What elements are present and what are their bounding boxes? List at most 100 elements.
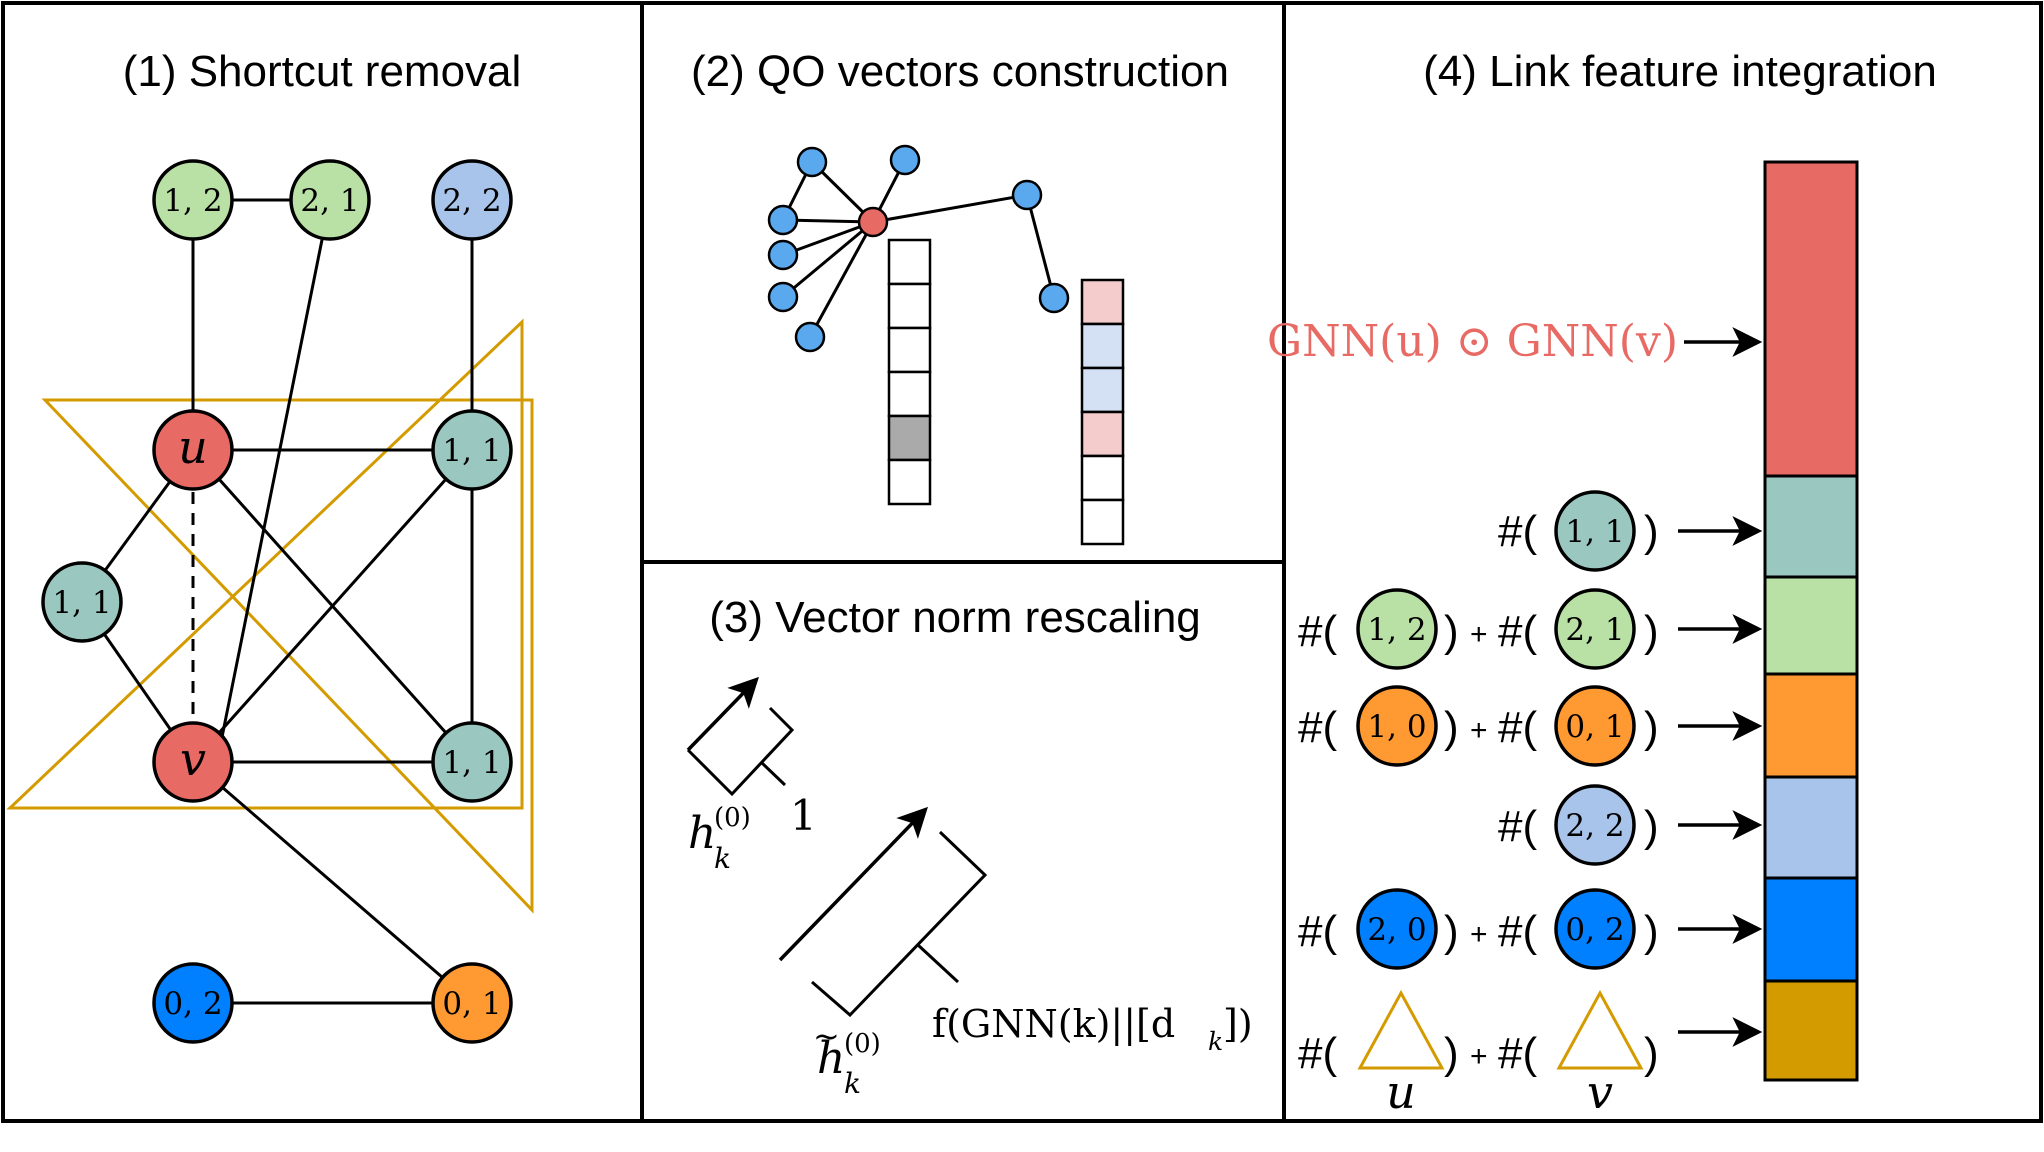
h-tilde-symbol: h: [817, 1033, 845, 1084]
panel-norm-rescaling: (3) Vector norm rescaling h k (0) 1 h ~ …: [686, 593, 1253, 1100]
tilde-mark: ~: [813, 1017, 840, 1055]
qo-vector-right: [1080, 278, 1125, 546]
bar-triangle: [1763, 979, 1859, 1082]
h-subscript: k: [714, 842, 731, 875]
node-2-2: 2, 2: [431, 159, 513, 241]
triangle-u-label: u: [1386, 1065, 1416, 1119]
node-1-2-label: 1, 2: [163, 183, 222, 219]
node-2-2-label: 2, 2: [442, 183, 501, 219]
qo-vector-left: [887, 238, 932, 506]
hash-close: ): [1444, 703, 1459, 752]
vector-arrow-small: [686, 676, 759, 752]
bar-1-1: [1763, 474, 1859, 579]
qo-blue-cell: [1080, 366, 1125, 414]
hash-close: ): [1644, 1029, 1659, 1078]
node-1-2-circle: [152, 159, 234, 241]
plus-sign: +: [1470, 918, 1488, 951]
small-node: [767, 204, 799, 236]
row-0-1-circle: [1554, 685, 1636, 767]
row-1-2-2-1: #( 1, 2 ) + #( 2, 1 ): [1298, 588, 1763, 670]
small-node: [767, 239, 799, 271]
panel2-title: (2) QO vectors construction: [691, 47, 1229, 96]
node-v-circle: [152, 721, 234, 803]
node-0-1: 0, 1: [431, 962, 513, 1044]
hash-open: #(: [1298, 607, 1337, 656]
small-node-center: [857, 206, 889, 238]
small-node: [889, 144, 921, 176]
qo-gray-cell: [887, 414, 932, 462]
vector-arrow-large: [778, 806, 928, 962]
node-1-1-left: 1, 1: [41, 561, 123, 643]
node-2-1-label: 2, 1: [300, 183, 359, 219]
triangle-v: [6, 318, 524, 810]
node-1-1-top-label: 1, 1: [442, 433, 501, 469]
node-1-1-top: 1, 1: [431, 409, 513, 491]
node-1-1-bottom-label: 1, 1: [442, 745, 501, 781]
node-2-1: 2, 1: [289, 159, 371, 241]
row-2-2-circle: [1554, 784, 1636, 866]
small-node: [794, 321, 826, 353]
panel-link-feature: (4) Link feature integration GNN(u) ⊙ GN…: [1267, 47, 1937, 1119]
node-u-circle: [152, 409, 234, 491]
h-superscript: (0): [714, 803, 751, 833]
h-tilde-label: h ~ k (0): [813, 1017, 881, 1100]
hash-open: #(: [1298, 907, 1337, 956]
hash-close: ): [1644, 703, 1659, 752]
node-0-2: 0, 2: [152, 962, 234, 1044]
node-u: u: [152, 409, 234, 491]
hash-open: #(: [1498, 703, 1537, 752]
plus-sign: +: [1470, 1040, 1488, 1073]
hash-close: ): [1444, 907, 1459, 956]
row-0-2-label: 0, 2: [1565, 912, 1624, 948]
row-2-2: #( 2, 2 ): [1498, 784, 1763, 866]
triangle-u-icon: [1357, 989, 1445, 1070]
hash-open: #(: [1498, 607, 1537, 656]
hash-open: #(: [1498, 507, 1537, 556]
node-v: v: [152, 721, 234, 803]
small-node: [767, 281, 799, 313]
node-v-label: v: [180, 732, 206, 786]
triangle-v-icon: [1556, 989, 1644, 1070]
h-symbol: h: [688, 808, 716, 859]
node-1-1-top-circle: [431, 409, 513, 491]
node-0-1-circle: [431, 962, 513, 1044]
plus-sign: +: [1470, 618, 1488, 651]
hash-open: #(: [1498, 802, 1537, 851]
norm-tick-large: [916, 943, 960, 984]
row-1-2-label: 1, 2: [1367, 612, 1426, 648]
hash-close: ): [1644, 507, 1659, 556]
node-2-1-circle: [289, 159, 371, 241]
small-graph-nodes: [767, 144, 1070, 353]
norm-tick-small: [760, 761, 787, 787]
triangle-v-label: v: [1587, 1065, 1613, 1119]
node-2-2-circle: [431, 159, 513, 241]
bar-1-0: [1763, 672, 1859, 779]
bar-gnn: [1763, 160, 1859, 478]
hash-close: ): [1644, 907, 1659, 956]
norm-bracket-small: [686, 706, 795, 797]
panel1-title: (1) Shortcut removal: [123, 47, 522, 96]
bar-2-0: [1763, 876, 1859, 983]
node-1-1-left-circle: [41, 561, 123, 643]
qo-pink-cell: [1080, 410, 1125, 458]
row-0-2-circle: [1554, 888, 1636, 970]
node-u-label: u: [178, 420, 208, 474]
row-2-2-label: 2, 2: [1565, 808, 1624, 844]
row-1-0-label: 1, 0: [1367, 709, 1426, 745]
norm-one-label: 1: [790, 791, 817, 840]
node-1-2: 1, 2: [152, 159, 234, 241]
row-1-0-0-1: #( 1, 0 ) + #( 0, 1 ): [1298, 685, 1763, 767]
hash-close: ): [1444, 607, 1459, 656]
row-1-1: #( 1, 1 ): [1498, 490, 1763, 572]
row-0-1-label: 0, 1: [1565, 709, 1624, 745]
norm-bracket-large: [811, 830, 988, 1018]
f-label-main: f(GNN(k)||[d: [932, 1002, 1175, 1046]
h-tilde-subscript: k: [844, 1067, 861, 1100]
node-0-2-label: 0, 2: [163, 986, 222, 1022]
hash-open: #(: [1498, 907, 1537, 956]
feature-bar: [1763, 160, 1859, 1082]
panel-borders: [1, 1, 2043, 1123]
panel-shortcut-removal: (1) Shortcut removal 1, 2: [6, 47, 534, 1044]
graph-edges: [80, 198, 474, 1005]
